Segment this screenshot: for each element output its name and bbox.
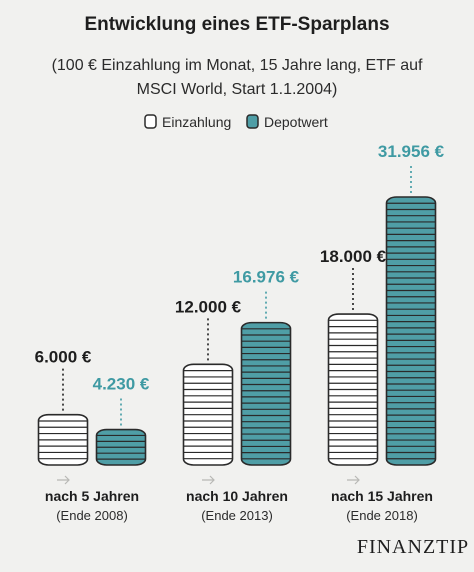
category-label: nach 10 Jahren xyxy=(186,488,288,504)
value-label-einzahlung: 12.000 € xyxy=(175,297,242,316)
arrow-right-icon xyxy=(57,475,70,485)
bar-einzahlung xyxy=(327,313,379,466)
legend-swatch-depotwert xyxy=(246,114,259,129)
chart-title: Entwicklung eines ETF-Sparplans xyxy=(84,14,389,35)
bar-depotwert xyxy=(95,428,147,466)
category-label: nach 15 Jahren xyxy=(331,488,433,504)
bar-depotwert xyxy=(385,196,437,466)
bar-einzahlung xyxy=(37,413,89,466)
arrow-right-icon xyxy=(202,475,215,485)
category-sublabel: (Ende 2008) xyxy=(56,508,128,523)
value-label-einzahlung: 18.000 € xyxy=(320,247,387,266)
bar-depotwert xyxy=(240,321,292,466)
legend-swatch-einzahlung xyxy=(144,114,157,129)
category-label: nach 5 Jahren xyxy=(45,488,139,504)
arrow-right-icon xyxy=(347,475,360,485)
legend-label-depotwert: Depotwert xyxy=(264,114,328,130)
bar-einzahlung xyxy=(182,363,234,466)
brand-logo: FINANZTIP xyxy=(357,536,469,558)
category-sublabel: (Ende 2013) xyxy=(201,508,273,523)
chart-subtitle-line-2: MSCI World, Start 1.1.2004) xyxy=(137,81,338,98)
chart-subtitle-line-1: (100 € Einzahlung im Monat, 15 Jahre lan… xyxy=(52,57,423,74)
bars-layer: 6.000 €4.230 € nach 5 Jahren (Ende 2008) 12… xyxy=(35,142,445,523)
legend: Einzahlung Depotwert xyxy=(144,114,328,130)
category-sublabel: (Ende 2018) xyxy=(346,508,418,523)
value-label-depotwert: 4.230 € xyxy=(93,375,150,394)
legend-label-einzahlung: Einzahlung xyxy=(162,114,231,130)
value-label-depotwert: 31.956 € xyxy=(378,142,445,161)
value-label-depotwert: 16.976 € xyxy=(233,268,300,287)
value-label-einzahlung: 6.000 € xyxy=(35,348,92,367)
